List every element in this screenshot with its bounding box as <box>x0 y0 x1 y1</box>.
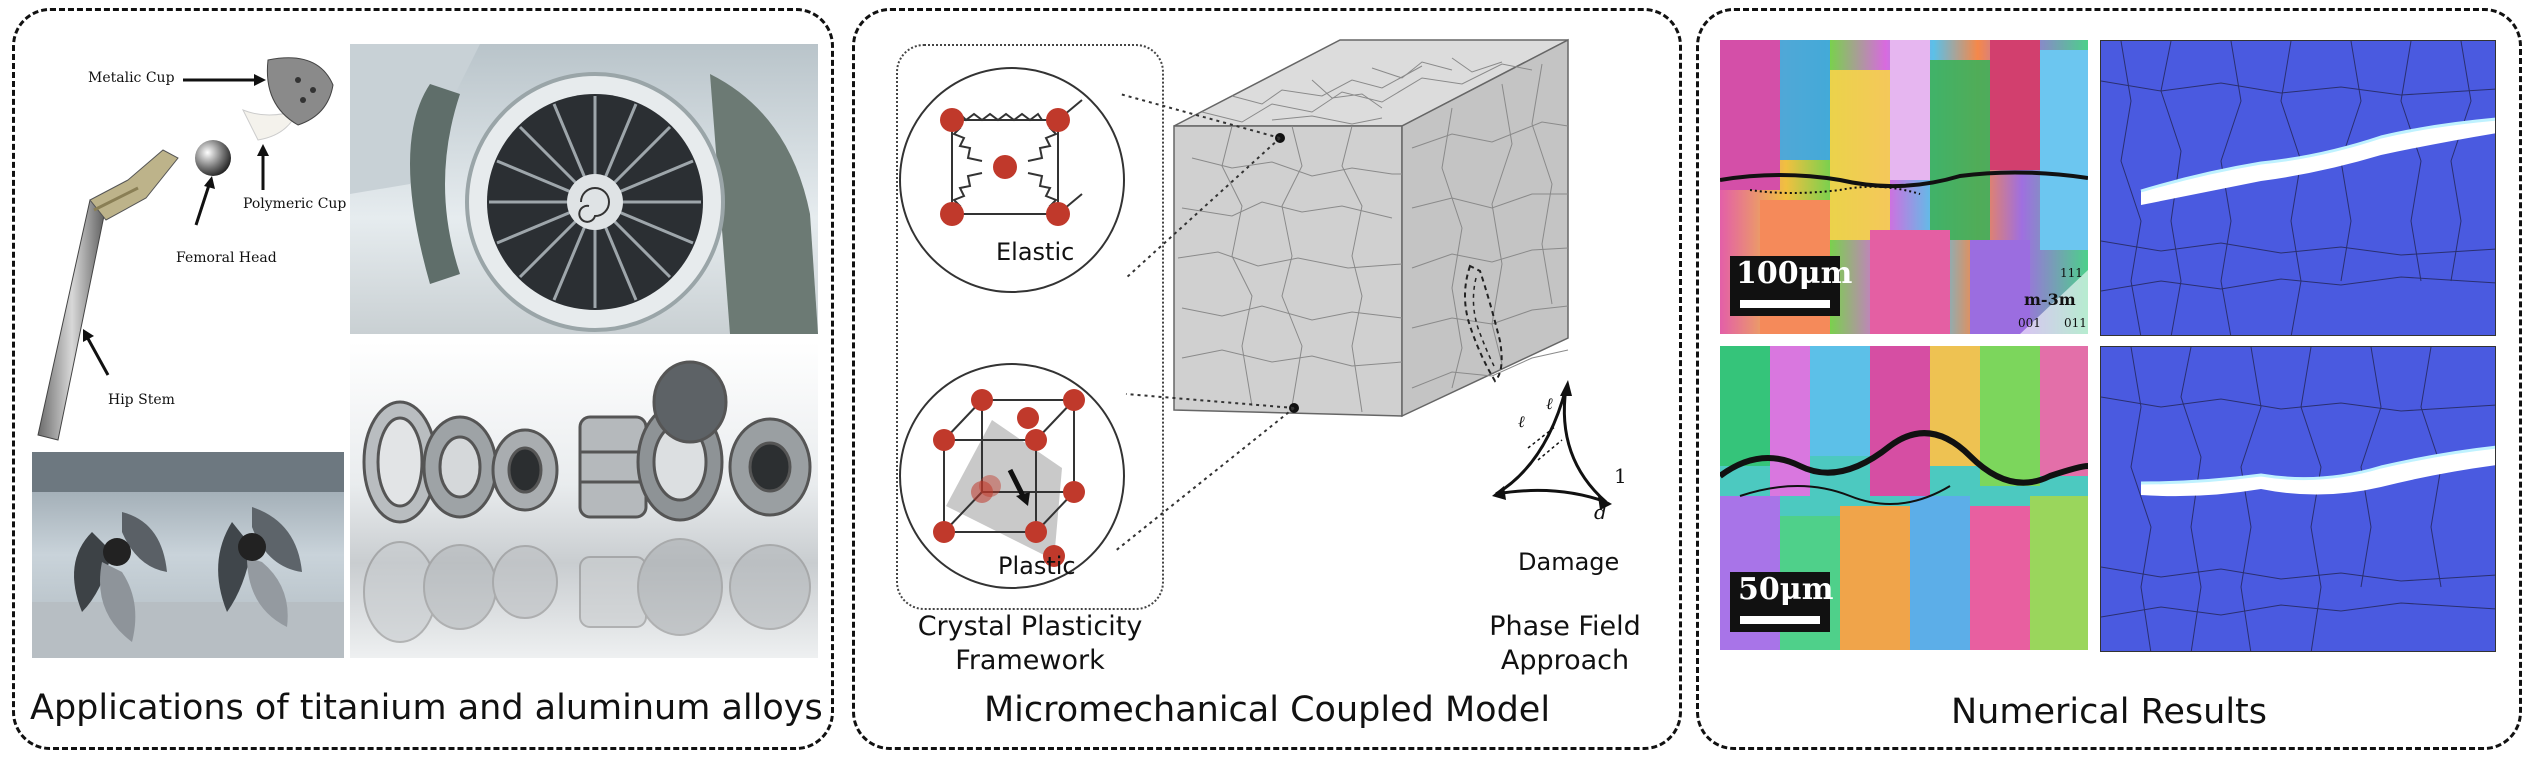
scale-label-top: 100μm <box>1736 256 1853 291</box>
femoral-head-label: Femoral Head <box>176 250 277 266</box>
damage-axis-one: 1 <box>1614 464 1627 488</box>
polymeric-cup-label: Polymeric Cup <box>243 196 347 212</box>
hip-implant-image: Metalic Cup Polymeric Cup Femoral Head H… <box>28 30 348 450</box>
scale-bar-top-line <box>1740 300 1830 308</box>
plastic-lattice <box>899 363 1125 589</box>
damage-axis-l1: ℓ <box>1518 412 1525 431</box>
elastic-label: Elastic <box>996 238 1075 266</box>
metallic-cup-label: Metalic Cup <box>88 70 175 86</box>
ebsd-map-top: 100μm m-3m 111 001 011 <box>1720 40 2088 334</box>
ebsd-map-bottom: 50μm <box>1720 346 2088 650</box>
ipf-legend-label: m-3m <box>2024 290 2076 309</box>
results-panel <box>1696 8 2522 750</box>
hip-stem-label: Hip Stem <box>108 392 175 408</box>
crystal-plasticity-box <box>896 44 1164 610</box>
crystal-plasticity-line2: Framework <box>955 645 1105 676</box>
simulation-result-bottom <box>2100 346 2496 652</box>
scale-bar-bottom-line <box>1740 616 1820 624</box>
phase-field-label: Phase Field Approach <box>1460 610 1670 678</box>
ipf-001-label: 001 <box>2018 316 2041 330</box>
damage-label: Damage <box>1518 548 1620 576</box>
propeller-image <box>32 452 344 658</box>
applications-title: Applications of titanium and aluminum al… <box>30 688 823 728</box>
scale-label-bottom: 50μm <box>1738 572 1834 607</box>
damage-axis-l2: ℓ <box>1546 394 1553 413</box>
model-diagram <box>899 38 1612 589</box>
damage-diagram <box>1492 380 1612 510</box>
polycrystal-cube <box>1173 38 1569 418</box>
ipf-111-label: 111 <box>2060 266 2083 280</box>
jet-engine-image <box>350 44 818 334</box>
model-panel <box>852 8 1682 750</box>
phase-field-line1: Phase Field <box>1489 611 1641 642</box>
crystal-plasticity-label: Crystal Plasticity Framework <box>880 610 1180 678</box>
damage-axis-d: d <box>1594 500 1607 524</box>
crystal-plasticity-line1: Crystal Plasticity <box>917 611 1143 642</box>
elastic-lattice <box>899 67 1125 293</box>
applications-panel <box>12 8 834 750</box>
plastic-label: Plastic <box>998 552 1076 580</box>
results-title: Numerical Results <box>1950 692 2268 732</box>
model-title: Micromechanical Coupled Model <box>983 690 1551 730</box>
phase-field-line2: Approach <box>1500 645 1630 676</box>
ipf-011-label: 011 <box>2064 316 2087 330</box>
simulation-result-top <box>2100 40 2496 336</box>
bearings-image <box>350 342 818 658</box>
